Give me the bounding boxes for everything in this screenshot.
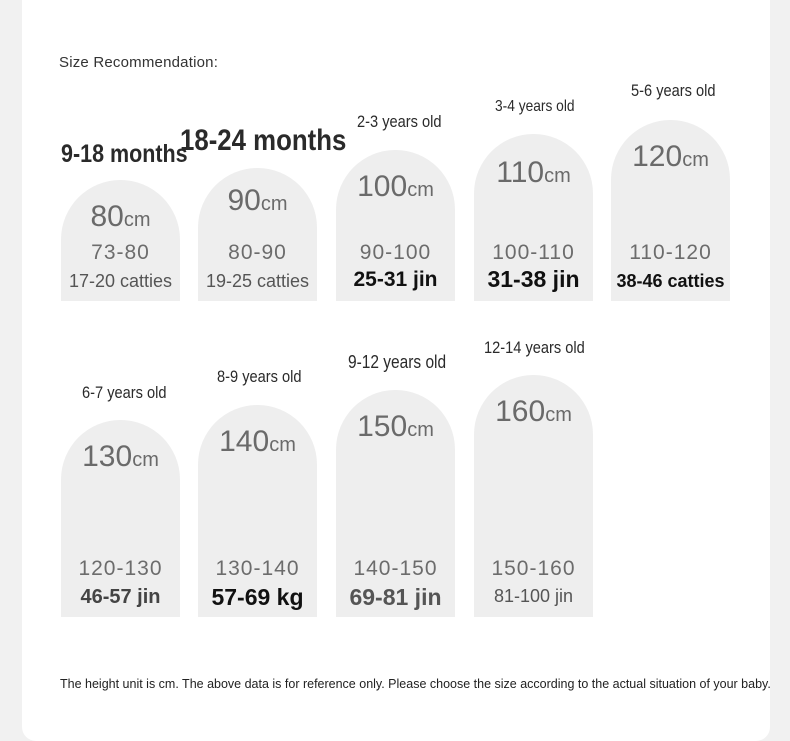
age-label: 6-7 years old — [82, 383, 167, 402]
weight-range: 81-100 jin — [493, 586, 574, 606]
height-range: 130-140 — [215, 557, 300, 580]
age-label: 12-14 years old — [484, 338, 585, 357]
height-range: 90-100 — [359, 241, 432, 264]
size-arch: 100cm 90-100 25-31 jin — [336, 150, 455, 301]
weight-range: 25-31 jin — [353, 268, 438, 291]
size-arch: 140cm 130-140 57-69 kg — [198, 405, 317, 617]
size-arch: 160cm 150-160 81-100 jin — [474, 375, 593, 617]
footnote: The height unit is cm. The above data is… — [60, 677, 771, 691]
age-label: 18-24 months — [180, 124, 347, 157]
height-value: 150cm — [357, 410, 434, 443]
size-arch: 130cm 120-130 46-57 jin — [61, 420, 180, 617]
weight-range: 19-25 catties — [205, 271, 310, 291]
height-range: 80-90 — [228, 241, 287, 264]
weight-range: 38-46 catties — [616, 271, 725, 291]
size-arch: 150cm 140-150 69-81 jin — [336, 390, 455, 617]
height-value: 100cm — [357, 170, 434, 203]
height-range: 110-120 — [629, 241, 712, 264]
age-label: 2-3 years old — [357, 112, 442, 131]
height-value: 110cm — [496, 156, 571, 189]
height-range: 140-150 — [353, 557, 438, 580]
weight-range: 57-69 kg — [211, 584, 304, 610]
height-value: 80cm — [90, 200, 151, 233]
size-arch: 80cm 73-80 17-20 catties — [61, 180, 180, 301]
size-arch: 120cm 110-120 38-46 catties — [611, 120, 730, 301]
height-range: 73-80 — [91, 241, 150, 264]
age-label: 3-4 years old — [495, 98, 575, 115]
height-range: 100-110 — [492, 241, 575, 264]
age-label: 5-6 years old — [631, 81, 716, 100]
height-value: 90cm — [227, 184, 288, 217]
weight-range: 46-57 jin — [80, 586, 161, 608]
height-value: 130cm — [82, 440, 159, 473]
weight-range: 31-38 jin — [487, 266, 580, 292]
height-value: 120cm — [632, 140, 709, 173]
age-label: 8-9 years old — [217, 367, 302, 386]
weight-range: 17-20 catties — [68, 271, 173, 291]
height-value: 160cm — [495, 395, 572, 428]
size-chart-card — [22, 0, 770, 741]
size-recommendation-heading: Size Recommendation: — [59, 54, 219, 71]
height-range: 150-160 — [491, 557, 576, 580]
height-value: 140cm — [219, 425, 296, 458]
height-range: 120-130 — [78, 557, 163, 580]
age-label: 9-18 months — [61, 140, 188, 168]
age-label: 9-12 years old — [348, 352, 447, 372]
size-arch: 90cm 80-90 19-25 catties — [198, 168, 317, 301]
size-arch: 110cm 100-110 31-38 jin — [474, 134, 593, 301]
weight-range: 69-81 jin — [349, 584, 442, 610]
